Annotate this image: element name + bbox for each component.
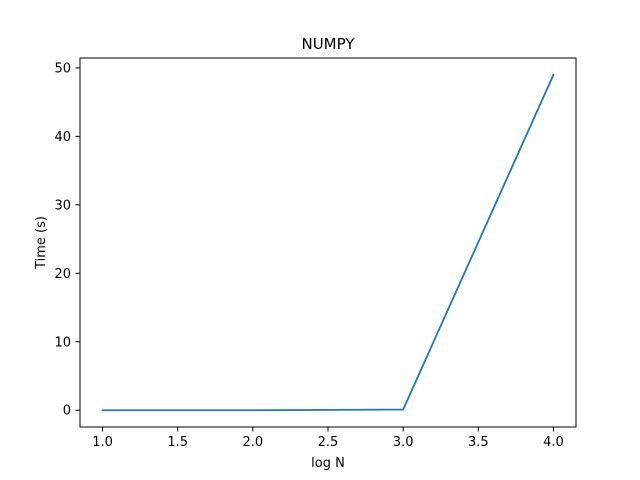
y-axis-label: Time (s) (34, 216, 49, 270)
y-tick-label: 20 (54, 267, 71, 282)
plot-area (80, 58, 576, 427)
x-tick-label: 2.0 (243, 435, 264, 450)
plot-frame (79, 57, 577, 428)
x-tick-label: 3.0 (393, 435, 414, 450)
x-tick-label: 2.5 (318, 435, 339, 450)
chart-title: NUMPY (301, 35, 355, 53)
x-axis-label: log N (311, 456, 345, 471)
x-tick-label: 1.0 (92, 435, 113, 450)
series-layer (101, 73, 555, 412)
y-tick-label: 10 (54, 335, 71, 350)
y-tick-label: 40 (54, 130, 71, 145)
y-tick-label: 30 (54, 198, 71, 213)
y-axis-ticks: 0 10 20 30 40 50 (54, 61, 80, 419)
series-line (101, 73, 555, 412)
y-tick-label: 0 (63, 404, 71, 419)
x-tick-label: 1.5 (167, 435, 188, 450)
x-tick-label: 3.5 (468, 435, 489, 450)
plot-background (80, 58, 576, 427)
x-tick-label: 4.0 (543, 435, 564, 450)
x-axis-ticks: 1.0 1.5 2.0 2.5 3.0 3.5 4.0 (92, 427, 564, 450)
y-tick-label: 50 (54, 61, 71, 76)
